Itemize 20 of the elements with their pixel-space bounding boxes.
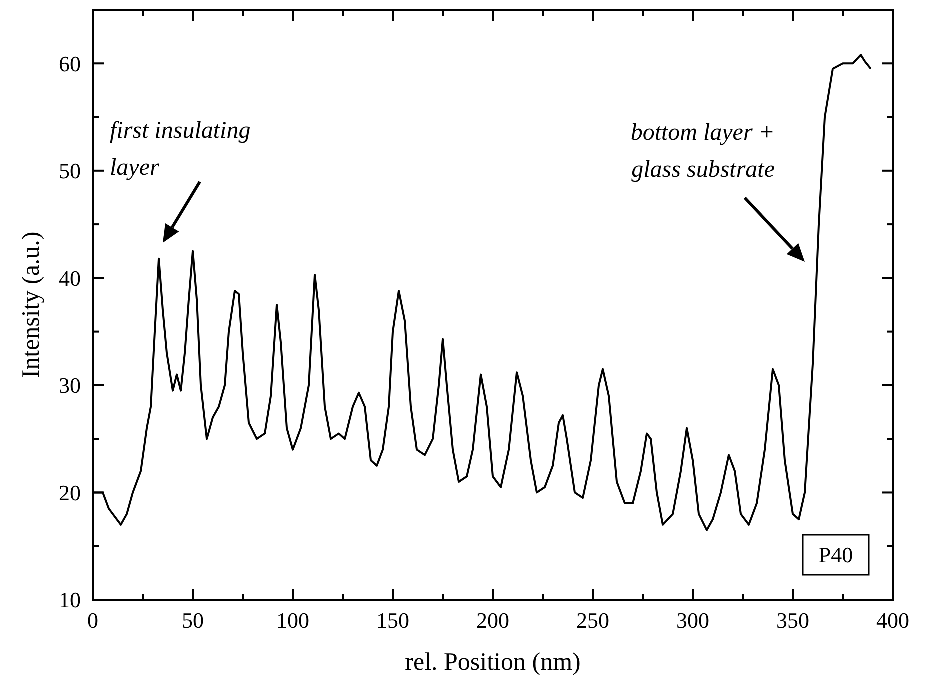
x-tick-label: 400 xyxy=(876,608,910,633)
y-tick-label: 60 xyxy=(59,51,81,76)
annotation: first insulating layer xyxy=(110,118,251,181)
y-tick-label: 50 xyxy=(59,158,81,184)
y-axis-title: Intensity (a.u.) xyxy=(18,232,45,378)
x-tick-label: 150 xyxy=(376,608,410,633)
annotation: P40 xyxy=(818,542,854,568)
annotation: bottom layer + glass substrate xyxy=(630,120,776,183)
y-tick-label: 10 xyxy=(59,588,81,613)
y-tick-label: 20 xyxy=(59,480,81,506)
x-tick-label: 200 xyxy=(476,608,510,633)
x-tick-label: 0 xyxy=(88,608,98,633)
y-tick-label: 30 xyxy=(59,373,81,398)
x-tick-label: 350 xyxy=(776,608,810,633)
x-tick-label: 50 xyxy=(182,608,204,633)
x-tick-label: 300 xyxy=(676,608,710,633)
y-tick-label: 40 xyxy=(59,266,81,291)
x-tick-label: 100 xyxy=(276,608,310,633)
x-axis-title: rel. Position (nm) xyxy=(405,649,581,676)
x-tick-label: 250 xyxy=(576,608,610,633)
